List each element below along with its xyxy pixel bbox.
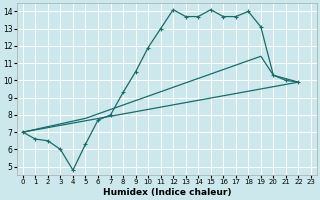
X-axis label: Humidex (Indice chaleur): Humidex (Indice chaleur) (103, 188, 231, 197)
